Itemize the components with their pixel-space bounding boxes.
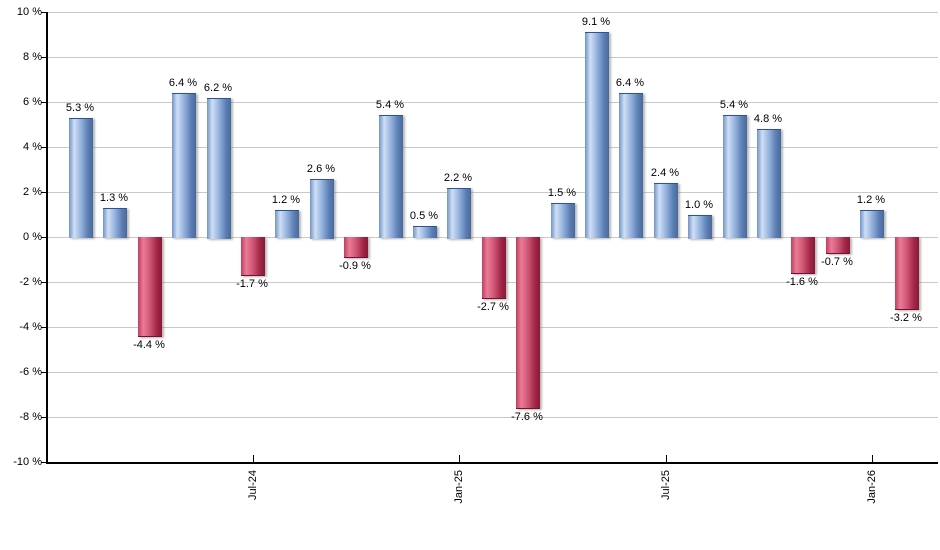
gridline bbox=[48, 147, 938, 148]
bar bbox=[826, 237, 850, 254]
bar bbox=[103, 208, 127, 238]
bar bbox=[516, 237, 540, 409]
bar-value-label: 0.5 % bbox=[409, 210, 439, 222]
x-axis-tick bbox=[666, 455, 667, 462]
bar bbox=[791, 237, 815, 274]
x-axis-tick bbox=[872, 455, 873, 462]
bar-value-label: 1.3 % bbox=[99, 192, 129, 204]
x-axis-tick bbox=[253, 455, 254, 462]
bar-value-label: 6.2 % bbox=[203, 82, 233, 94]
bar bbox=[895, 237, 919, 310]
x-axis-label: Jul-25 bbox=[660, 470, 672, 500]
bar bbox=[723, 115, 747, 238]
x-axis-tick bbox=[459, 455, 460, 462]
bar-value-label: 6.4 % bbox=[615, 77, 645, 89]
bar-value-label: 2.4 % bbox=[650, 167, 680, 179]
y-axis-label: 10 % bbox=[16, 6, 42, 18]
gridline bbox=[48, 192, 938, 193]
bar bbox=[172, 93, 196, 238]
bar bbox=[482, 237, 506, 299]
bar bbox=[379, 115, 403, 238]
y-axis-label: 0 % bbox=[23, 231, 42, 243]
bar bbox=[310, 179, 334, 239]
y-axis-label: -8 % bbox=[19, 411, 42, 423]
bar-value-label: 2.2 % bbox=[443, 172, 473, 184]
bar-value-label: 1.2 % bbox=[271, 194, 301, 206]
bar-value-label: -0.7 % bbox=[821, 256, 853, 268]
y-axis-tick bbox=[41, 192, 46, 193]
bar bbox=[619, 93, 643, 238]
bar-value-label: 1.5 % bbox=[547, 187, 577, 199]
y-axis-label: 2 % bbox=[23, 186, 42, 198]
y-axis-tick bbox=[41, 57, 46, 58]
y-axis-label: 8 % bbox=[23, 51, 42, 63]
gridline bbox=[48, 327, 938, 328]
bar-value-label: 4.8 % bbox=[753, 113, 783, 125]
bar bbox=[344, 237, 368, 258]
gridline bbox=[48, 12, 938, 13]
y-axis-tick bbox=[41, 372, 46, 373]
y-axis-label: 4 % bbox=[23, 141, 42, 153]
bar bbox=[241, 237, 265, 276]
bar bbox=[413, 226, 437, 238]
bar bbox=[860, 210, 884, 238]
bar bbox=[757, 129, 781, 238]
bar-value-label: 2.6 % bbox=[306, 163, 336, 175]
y-axis-tick bbox=[41, 102, 46, 103]
y-axis-label: -10 % bbox=[13, 456, 42, 468]
bar bbox=[551, 203, 575, 238]
y-axis-tick bbox=[41, 327, 46, 328]
bar-value-label: 5.3 % bbox=[65, 102, 95, 114]
y-axis-tick bbox=[41, 147, 46, 148]
bar-value-label: -4.4 % bbox=[133, 339, 165, 351]
bar-value-label: 1.0 % bbox=[684, 199, 714, 211]
y-axis-label: 6 % bbox=[23, 96, 42, 108]
y-axis-tick bbox=[41, 282, 46, 283]
bar bbox=[585, 32, 609, 238]
x-axis-line bbox=[46, 462, 938, 464]
bar-value-label: 5.4 % bbox=[375, 99, 405, 111]
x-axis-label: Jan-25 bbox=[453, 470, 465, 504]
y-axis-tick bbox=[41, 462, 46, 463]
gridline bbox=[48, 417, 938, 418]
y-axis-tick bbox=[41, 12, 46, 13]
y-axis-line bbox=[46, 12, 48, 464]
bar-value-label: -0.9 % bbox=[339, 260, 371, 272]
gridline bbox=[48, 102, 938, 103]
bar-value-label: 6.4 % bbox=[168, 77, 198, 89]
x-axis-label: Jan-26 bbox=[866, 470, 878, 504]
y-axis-label: -2 % bbox=[19, 276, 42, 288]
y-axis-tick bbox=[41, 237, 46, 238]
bar bbox=[654, 183, 678, 238]
bar bbox=[275, 210, 299, 238]
bar bbox=[447, 188, 471, 239]
bar bbox=[69, 118, 93, 238]
y-axis-tick bbox=[41, 417, 46, 418]
bar-value-label: -3.2 % bbox=[890, 312, 922, 324]
y-axis-label: -6 % bbox=[19, 366, 42, 378]
bar-value-label: -7.6 % bbox=[511, 411, 543, 423]
bar-value-label: -1.6 % bbox=[786, 276, 818, 288]
gridline bbox=[48, 372, 938, 373]
gridline bbox=[48, 57, 938, 58]
bar-value-label: -2.7 % bbox=[477, 301, 509, 313]
bar-value-label: 9.1 % bbox=[581, 16, 611, 28]
bar-value-label: -1.7 % bbox=[236, 278, 268, 290]
bar bbox=[688, 215, 712, 239]
x-axis-label: Jul-24 bbox=[247, 470, 259, 500]
bar-value-label: 5.4 % bbox=[719, 99, 749, 111]
bar bbox=[138, 237, 162, 337]
y-axis-label: -4 % bbox=[19, 321, 42, 333]
bar-value-label: 1.2 % bbox=[856, 194, 886, 206]
bar bbox=[207, 98, 231, 239]
